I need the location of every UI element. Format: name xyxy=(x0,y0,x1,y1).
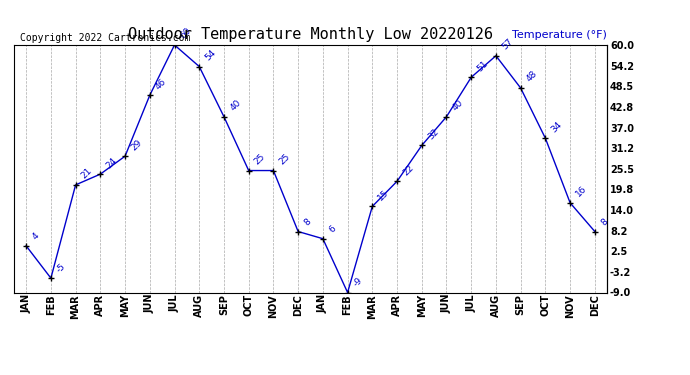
Text: 25: 25 xyxy=(253,152,267,166)
Text: 54: 54 xyxy=(204,48,218,62)
Text: Temperature (°F): Temperature (°F) xyxy=(512,30,607,40)
Text: 16: 16 xyxy=(574,184,589,199)
Text: 60: 60 xyxy=(179,26,193,41)
Text: Copyright 2022 Cartronics.com: Copyright 2022 Cartronics.com xyxy=(20,33,190,42)
Text: 57: 57 xyxy=(500,37,515,52)
Text: 21: 21 xyxy=(80,166,95,181)
Text: 40: 40 xyxy=(451,98,465,112)
Text: 4: 4 xyxy=(30,231,41,242)
Text: 29: 29 xyxy=(129,138,144,152)
Text: -9: -9 xyxy=(352,276,364,288)
Text: -5: -5 xyxy=(55,261,68,274)
Text: 51: 51 xyxy=(475,58,490,73)
Text: 22: 22 xyxy=(401,163,415,177)
Text: 6: 6 xyxy=(327,224,337,234)
Text: 24: 24 xyxy=(104,156,119,170)
Text: 40: 40 xyxy=(228,98,243,112)
Title: Outdoor Temperature Monthly Low 20220126: Outdoor Temperature Monthly Low 20220126 xyxy=(128,27,493,42)
Text: 46: 46 xyxy=(154,76,168,91)
Text: 34: 34 xyxy=(549,120,564,134)
Text: 15: 15 xyxy=(377,188,391,202)
Text: 48: 48 xyxy=(525,69,540,84)
Text: 8: 8 xyxy=(302,217,313,227)
Text: 32: 32 xyxy=(426,127,440,141)
Text: 8: 8 xyxy=(599,217,609,227)
Text: 25: 25 xyxy=(277,152,292,166)
